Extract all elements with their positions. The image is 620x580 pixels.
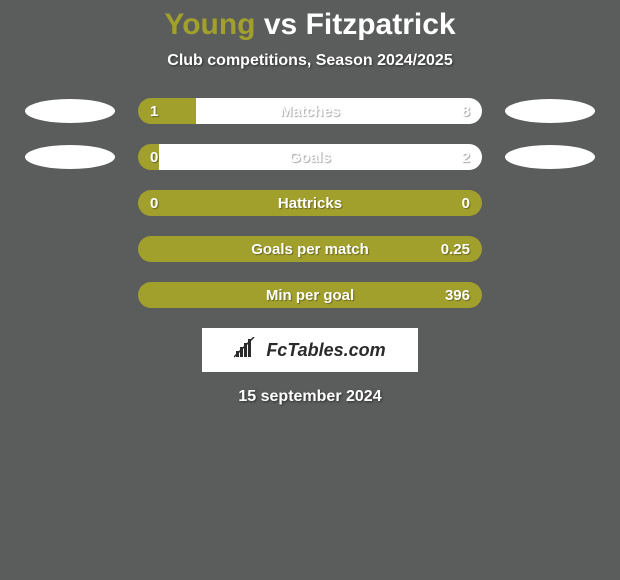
stat-bar: 0.25Goals per match: [138, 236, 482, 262]
chart-bars-icon: [234, 337, 260, 364]
comparison-card: Young vs Fitzpatrick Club competitions, …: [0, 0, 620, 406]
stat-row: 00Hattricks: [0, 190, 620, 216]
team-badge-right: [500, 236, 600, 262]
team-badge-left: [20, 236, 120, 262]
stat-label: Goals per match: [138, 236, 482, 262]
stat-label: Min per goal: [138, 282, 482, 308]
stat-bar: 396Min per goal: [138, 282, 482, 308]
player2-name: Fitzpatrick: [306, 8, 456, 41]
team-badge-left: [20, 98, 120, 124]
badge-ellipse-icon: [505, 145, 595, 169]
source-logo-text: FcTables.com: [266, 340, 385, 361]
team-badge-left: [20, 144, 120, 170]
team-badge-right: [500, 98, 600, 124]
team-badge-right: [500, 282, 600, 308]
vs-label: vs: [264, 8, 297, 41]
date-label: 15 september 2024: [0, 388, 620, 406]
stats-list: 18Matches 02Goals 00Hattricks 0.25Goals per…: [0, 98, 620, 308]
team-badge-right: [500, 144, 600, 170]
stat-bar: 02Goals: [138, 144, 482, 170]
stat-label: Hattricks: [138, 190, 482, 216]
stat-row: 0.25Goals per match: [0, 236, 620, 262]
team-badge-left: [20, 282, 120, 308]
stat-row: 396Min per goal: [0, 282, 620, 308]
badge-ellipse-icon: [505, 99, 595, 123]
stat-label: Matches: [138, 98, 482, 124]
subtitle: Club competitions, Season 2024/2025: [0, 52, 620, 70]
source-logo-box: FcTables.com: [202, 328, 418, 372]
badge-ellipse-icon: [25, 99, 115, 123]
page-title: Young vs Fitzpatrick: [0, 8, 620, 42]
player1-name: Young: [164, 8, 255, 41]
stat-row: 02Goals: [0, 144, 620, 170]
team-badge-left: [20, 190, 120, 216]
stat-row: 18Matches: [0, 98, 620, 124]
team-badge-right: [500, 190, 600, 216]
stat-bar: 18Matches: [138, 98, 482, 124]
stat-label: Goals: [138, 144, 482, 170]
stat-bar: 00Hattricks: [138, 190, 482, 216]
badge-ellipse-icon: [25, 145, 115, 169]
